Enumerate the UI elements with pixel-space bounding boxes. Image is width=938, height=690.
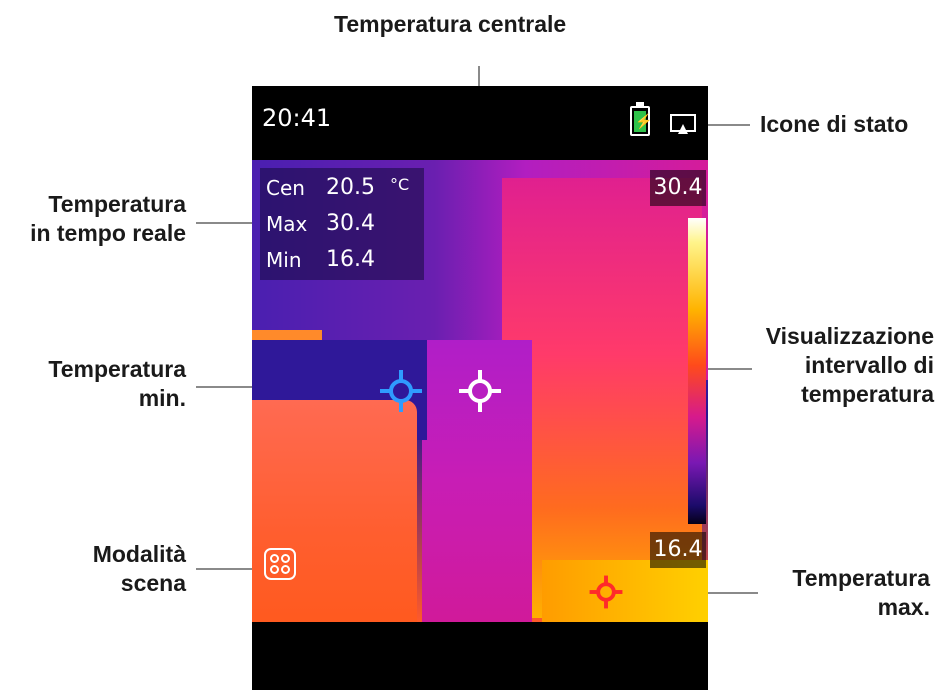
readout-value: 30.4 <box>326 211 375 236</box>
leader-line-status <box>706 124 750 126</box>
temperature-scale-bar <box>688 218 706 524</box>
scene-mode-icon[interactable] <box>264 548 296 580</box>
crosshair-icon <box>589 575 623 609</box>
readout-value: 16.4 <box>326 247 375 272</box>
battery-icon: ⚡ <box>630 102 652 136</box>
readout-unit: °C <box>390 175 410 194</box>
realtime-temperature-panel: Cen 20.5 °C Max 30.4 Min 16.4 <box>260 168 424 280</box>
readout-label: Max <box>266 212 308 236</box>
thermal-camera-screen: 20:41 ⚡ Cen 20.5 °C Max 30.4 Min 16.4 <box>252 86 708 690</box>
label-min-temperature: Temperatura min. <box>48 356 186 411</box>
label-max-temperature: Temperatura max. <box>792 565 930 620</box>
readout-label: Cen <box>266 176 305 200</box>
readout-value: 20.5 <box>326 175 375 200</box>
label-center-temperature: Temperatura centrale <box>334 11 567 37</box>
display-icon <box>670 114 696 134</box>
clock: 20:41 <box>262 104 332 132</box>
readout-label: Min <box>266 248 302 272</box>
readout-row-min: Min 16.4 <box>266 242 426 278</box>
crosshair-icon <box>380 370 422 412</box>
crosshair-icon <box>459 370 501 412</box>
leader-line-scene <box>196 568 258 570</box>
leader-line-realtime <box>196 222 262 224</box>
leader-line-range <box>706 368 752 370</box>
scale-min-value: 16.4 <box>650 532 706 568</box>
scale-max-value: 30.4 <box>650 170 706 206</box>
label-realtime-temperature: Temperatura in tempo reale <box>30 191 186 246</box>
readout-row-max: Max 30.4 <box>266 206 426 242</box>
label-range-display: Visualizzazione intervallo di temperatur… <box>765 323 934 407</box>
label-scene-mode: Modalità scena <box>92 541 186 596</box>
label-status-icons: Icone di stato <box>760 111 909 137</box>
readout-row-center: Cen 20.5 °C <box>266 170 426 206</box>
thermal-image: Cen 20.5 °C Max 30.4 Min 16.4 30.4 16.4 <box>252 160 708 622</box>
